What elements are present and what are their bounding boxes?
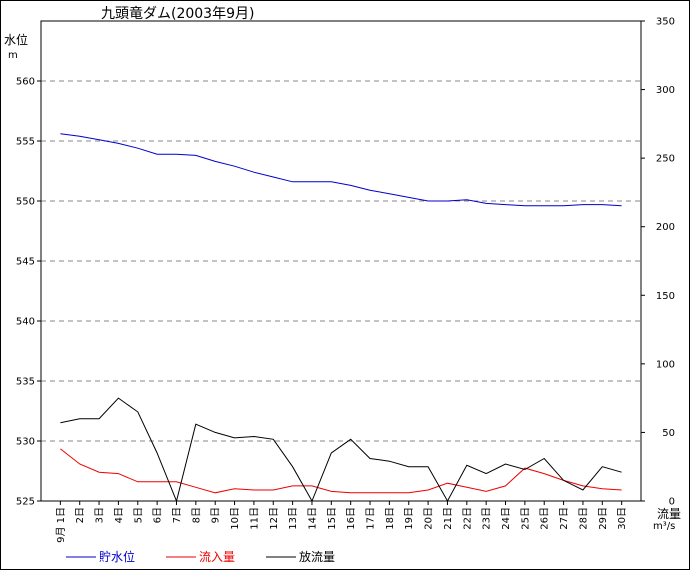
legend-label: 流入量 (199, 550, 235, 564)
y-right-tick-label: 100 (656, 359, 675, 370)
x-tick-label: 7日 (172, 507, 183, 523)
y-right-axis-unit: m³/s (653, 521, 675, 532)
x-tick-label: 2日 (75, 507, 86, 523)
y-right-tick-label: 250 (656, 154, 675, 165)
x-tick-label: 14日 (307, 507, 318, 530)
series-line (60, 133, 622, 207)
x-tick-label: 13日 (288, 507, 299, 530)
y-left-tick-label: 525 (16, 497, 35, 508)
y-left-tick-label: 550 (16, 197, 35, 208)
x-tick-label: 6日 (153, 507, 164, 523)
x-tick-label: 9日 (211, 507, 222, 523)
x-tick-label: 28日 (578, 507, 589, 530)
series-lines (60, 133, 622, 503)
x-tick-label: 21日 (443, 507, 454, 530)
legend: 貯水位 流入量 放流量 (66, 549, 335, 564)
y-right-tick-label: 300 (656, 85, 675, 96)
y-left-axis-unit: m (8, 50, 18, 61)
x-tick-label: 15日 (327, 507, 338, 530)
x-tick-label: 27日 (559, 507, 570, 530)
y-left-tick-label: 540 (16, 317, 35, 328)
series-line (60, 397, 622, 503)
legend-label: 放流量 (299, 549, 335, 564)
x-tick-label: 30日 (617, 507, 628, 530)
x-tick-label: 5日 (133, 507, 144, 523)
x-tick-label: 25日 (520, 507, 531, 530)
y-right-tick-label: 350 (656, 17, 675, 28)
x-tick-label: 24日 (501, 507, 512, 530)
x-tick-label: 16日 (346, 507, 357, 530)
grid-lines (41, 80, 641, 442)
y-right-axis-label: 流量 (657, 507, 681, 521)
x-tick-label: 29日 (598, 507, 609, 530)
x-tick-label: 4日 (114, 507, 125, 523)
y-left-tick-label: 555 (16, 137, 35, 148)
axes: 525 530 535 540 545 550 555 560 0 50 100 150 200 250 3… (16, 17, 675, 543)
y-right-tick-label: 150 (656, 291, 675, 302)
y-left-axis-label: 水位 (4, 32, 28, 47)
plot-frame (40, 20, 642, 502)
x-tick-label: 11日 (249, 507, 260, 530)
chart-title: 九頭竜ダム(2003年9月) (101, 5, 254, 22)
x-tick-label: 20日 (424, 507, 435, 530)
x-tick-label: 12日 (269, 507, 280, 530)
x-tick-label: 8日 (191, 507, 202, 523)
y-left-tick-label: 560 (16, 77, 35, 88)
y-right-tick-label: 50 (662, 428, 675, 439)
x-tick-label: 18日 (385, 507, 396, 530)
legend-label: 貯水位 (99, 549, 135, 564)
x-tick-label: 10日 (230, 507, 241, 530)
x-tick-label: 9月 1日 (55, 507, 67, 543)
y-left-tick-label: 545 (16, 257, 35, 268)
series-line (60, 448, 622, 494)
x-tick-label: 19日 (404, 507, 415, 530)
y-left-tick-label: 530 (16, 437, 35, 448)
x-tick-label: 22日 (462, 507, 473, 530)
x-tick-label: 26日 (540, 507, 551, 530)
x-tick-label: 23日 (482, 507, 493, 530)
x-tick-label: 17日 (366, 507, 377, 530)
y-right-tick-label: 200 (656, 222, 675, 233)
y-right-tick-label: 0 (669, 497, 675, 508)
x-tick-label: 3日 (95, 507, 106, 523)
y-left-tick-label: 535 (16, 377, 35, 388)
